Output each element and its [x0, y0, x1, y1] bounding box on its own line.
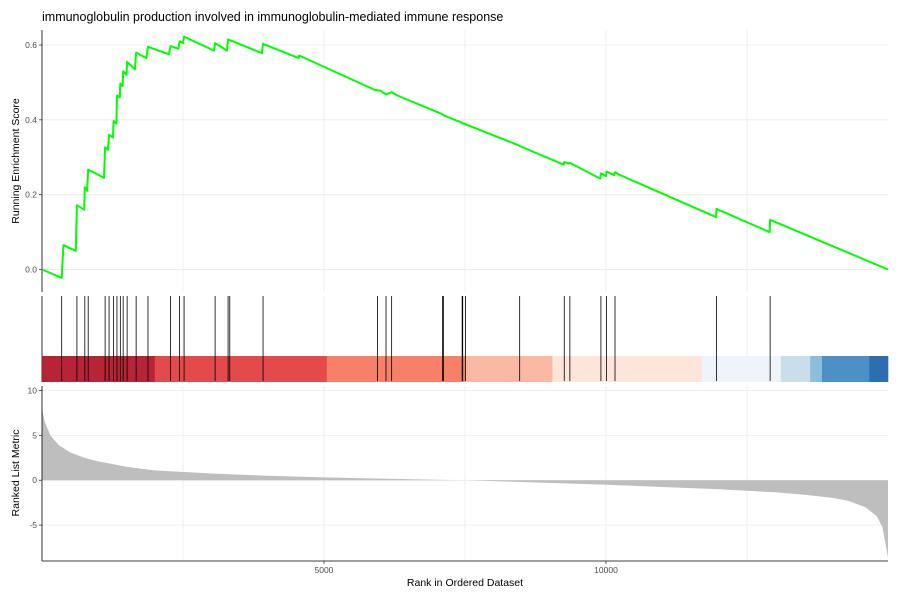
color-bar-segment-8: [822, 356, 870, 382]
gene-hit-marks: [61, 296, 771, 381]
x-axis-ticks: 5000 10000: [315, 561, 618, 575]
color-bar-segment-2: [326, 356, 466, 382]
metric-y-tick-label-0: -5: [29, 520, 37, 530]
x-tick-label-1: 10000: [594, 565, 618, 575]
chart-title: immunoglobulin production involved in im…: [42, 10, 503, 24]
enrichment-panel: 0.0 0.2 0.4 0.6 Running Enrichment Score: [10, 30, 889, 292]
metric-y-ticks: -5 0 5 10: [28, 385, 42, 530]
running-enrichment-score-line: [41, 35, 889, 279]
ranked-list-metric-area: [42, 408, 888, 558]
color-bar-segment-9: [869, 356, 889, 382]
metric-y-tick-label-1: 0: [32, 475, 37, 485]
metric-y-tick-label-2: 5: [32, 430, 37, 440]
metric-y-axis-title: Ranked List Metric: [10, 430, 22, 517]
color-bar-segment-5: [701, 356, 782, 382]
color-bar-segment-6: [780, 356, 811, 382]
color-bar-segment-7: [810, 356, 823, 382]
color-bar-segment-4: [552, 356, 703, 382]
enrichment-y-ticks: 0.0 0.2 0.4 0.6: [25, 40, 42, 275]
hits-gridlines: [182, 296, 748, 356]
enrichment-y-tick-label-3: 0.6: [25, 40, 37, 50]
enrichment-y-tick-label-2: 0.4: [25, 115, 37, 125]
gene-hits-panel: [41, 296, 889, 382]
ranked-metric-panel: -5 0 5 10 5000 10000 Ranked List Metric Rank…: [10, 385, 888, 589]
metric-y-tick-label-3: 10: [28, 385, 38, 395]
color-bar-segment-1: [154, 356, 328, 382]
metric-gridlines: [42, 386, 888, 561]
x-axis-title: Rank in Ordered Dataset: [407, 577, 523, 589]
enrichment-y-tick-label-1: 0.2: [25, 190, 37, 200]
color-bar-segment-3: [464, 356, 553, 382]
color-bar-segment-0: [42, 356, 156, 382]
enrichment-y-tick-label-0: 0.0: [25, 265, 37, 275]
enrichment-gridlines: [42, 30, 888, 292]
x-tick-label-0: 5000: [315, 565, 334, 575]
enrichment-y-axis-title: Running Enrichment Score: [10, 98, 22, 224]
rank-color-bar: [42, 356, 889, 382]
